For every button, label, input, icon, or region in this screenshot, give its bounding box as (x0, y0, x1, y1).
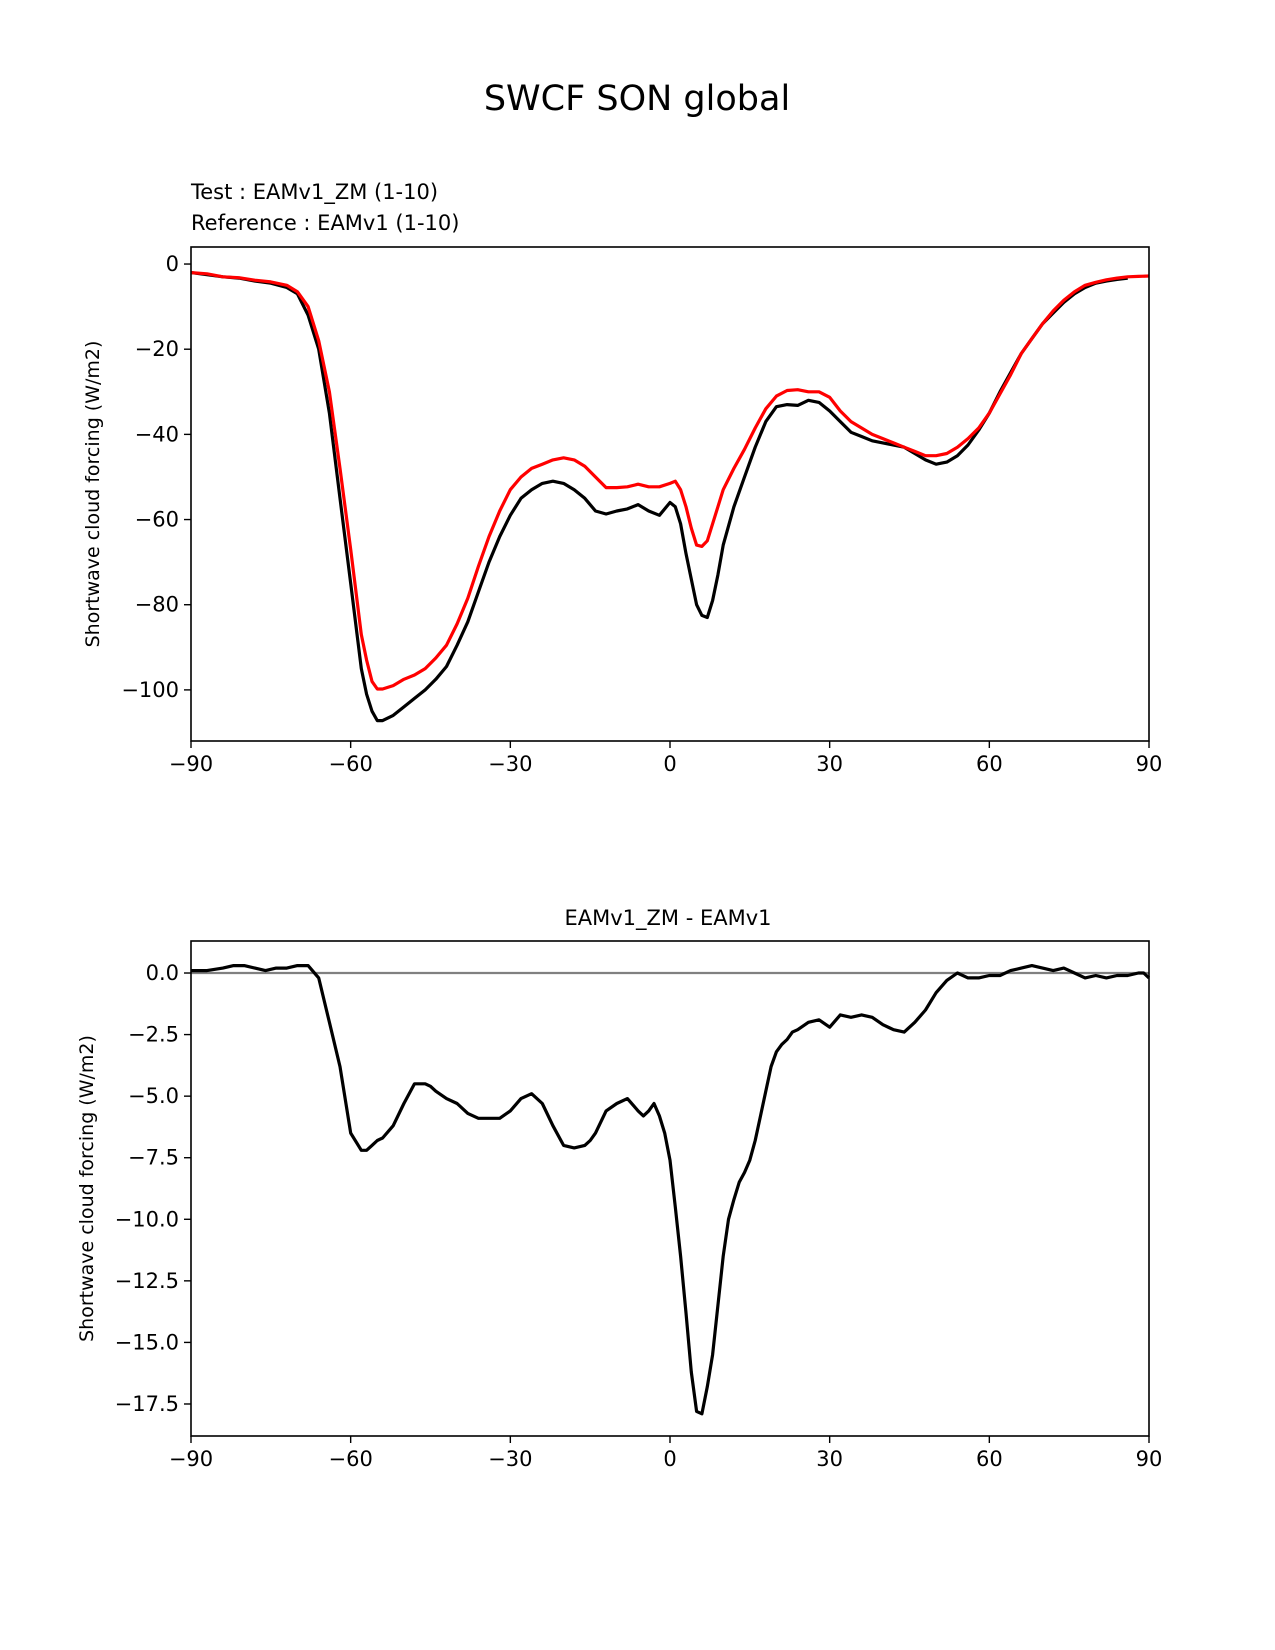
bottom-y-tick-label: −2.5 (128, 1023, 179, 1047)
bottom-y-tick-label: −17.5 (115, 1392, 179, 1416)
top-y-axis-label: Shortwave cloud forcing (W/m2) (82, 341, 104, 648)
top-x-tick-label: 90 (1136, 752, 1163, 776)
bottom-series-difference-line (191, 963, 1151, 1416)
bottom-x-tick-label: −90 (169, 1447, 213, 1471)
figure-title: SWCF SON global (484, 79, 790, 119)
top-panel: Test : EAMv1_ZM (1-10) Reference : EAMv1… (82, 180, 1162, 776)
bottom-y-tick-label: −10.0 (115, 1207, 179, 1231)
bottom-y-axis-label: Shortwave cloud forcing (W/m2) (76, 1035, 98, 1342)
bottom-panel: EAMv1_ZM - EAMv1 −90 −60 −30 0 30 60 90 0.0 −2.5… (76, 906, 1162, 1471)
top-y-tick-label: −20 (135, 337, 179, 361)
bottom-x-tick-label: 60 (976, 1447, 1003, 1471)
bottom-plot-area: −90 −60 −30 0 30 60 90 0.0 −2.5 −5.0 −7.5 −10.0 −12.… (115, 940, 1163, 1471)
bottom-x-tick-label: −30 (488, 1447, 532, 1471)
top-x-tick-label: 30 (816, 752, 843, 776)
top-y-tick-label: −80 (135, 593, 179, 617)
top-plot-area: −90 −60 −30 0 30 60 90 0 −20 −40 −60 −80 −100 (121, 246, 1163, 776)
bottom-panel-title: EAMv1_ZM - EAMv1 (564, 906, 771, 931)
top-x-tick-label: 60 (976, 752, 1003, 776)
bottom-axes-frame (190, 940, 1150, 1437)
bottom-y-tick-label: 0.0 (146, 961, 179, 985)
bottom-y-tick-label: −15.0 (115, 1330, 179, 1354)
top-x-tick-label: −90 (169, 752, 213, 776)
top-y-tick-label: −40 (135, 422, 179, 446)
bottom-x-tick-label: 90 (1136, 1447, 1163, 1471)
top-x-tick-label: 0 (663, 752, 676, 776)
top-axes-frame (190, 246, 1150, 742)
bottom-x-tick-label: −60 (329, 1447, 373, 1471)
bottom-y-tick-label: −7.5 (128, 1146, 179, 1170)
test-subtitle: Test : EAMv1_ZM (1-10) (190, 180, 438, 205)
bottom-y-tick-label: −5.0 (128, 1084, 179, 1108)
reference-subtitle: Reference : EAMv1 (1-10) (191, 211, 459, 235)
top-y-tick-label: −100 (121, 678, 179, 702)
top-series-test-line (190, 271, 1128, 723)
top-series-reference-line (190, 271, 1150, 691)
top-x-tick-label: −60 (329, 752, 373, 776)
bottom-x-tick-label: 0 (663, 1447, 676, 1471)
bottom-x-tick-label: 30 (816, 1447, 843, 1471)
top-y-tick-label: −60 (135, 508, 179, 532)
bottom-y-tick-label: −12.5 (115, 1269, 179, 1293)
top-y-tick-label: 0 (166, 252, 179, 276)
top-x-tick-label: −30 (488, 752, 532, 776)
